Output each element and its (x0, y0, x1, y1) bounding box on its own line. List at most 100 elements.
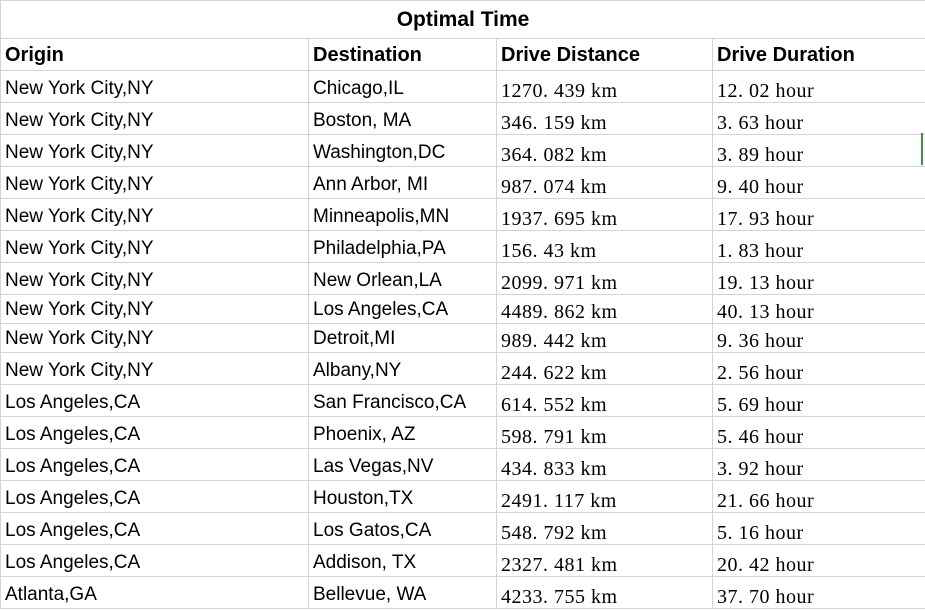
duration-cell[interactable]: 3. 89 hour (711, 134, 925, 167)
distance-cell[interactable]: 244. 622 km (496, 352, 713, 385)
destination-cell[interactable]: Phoenix, AZ (308, 416, 497, 449)
destination-cell[interactable]: Albany,NY (308, 352, 497, 385)
origin-cell[interactable]: Los Angeles,CA (0, 480, 309, 513)
duration-cell[interactable]: 1. 83 hour (711, 230, 925, 263)
duration-cell[interactable]: 5. 46 hour (711, 416, 925, 449)
destination-cell[interactable]: Chicago,IL (308, 70, 497, 103)
distance-cell[interactable]: 434. 833 km (496, 448, 713, 481)
distance-cell-value: 598. 791 km (501, 426, 608, 448)
distance-cell[interactable]: 598. 791 km (496, 416, 713, 449)
duration-cell[interactable]: 21. 66 hour (711, 480, 925, 513)
distance-cell-value: 989. 442 km (501, 330, 608, 352)
duration-cell[interactable]: 3. 92 hour (711, 448, 925, 481)
table-row: New York City,NY Los Angeles,CA 4489. 862 … (0, 294, 925, 324)
distance-cell[interactable]: 156. 43 km (496, 230, 713, 263)
destination-cell[interactable]: Bellevue, WA (308, 576, 497, 609)
table-title[interactable]: Optimal Time (0, 0, 925, 39)
origin-cell[interactable]: New York City,NY (0, 352, 309, 385)
duration-cell[interactable]: 9. 40 hour (711, 166, 925, 199)
origin-cell[interactable]: New York City,NY (0, 323, 309, 353)
destination-cell[interactable]: Washington,DC (308, 134, 497, 167)
table-row: New York City,NY Boston, MA 346. 159 km 3. … (0, 102, 925, 135)
table-row: Los Angeles,CA Los Gatos,CA 548. 792 km 5. … (0, 512, 925, 545)
distance-cell[interactable]: 4489. 862 km (496, 294, 713, 324)
duration-cell-value: 40. 13 hour (717, 301, 815, 323)
header-drive-duration[interactable]: Drive Duration (711, 38, 925, 71)
cell-selection-marker (921, 133, 923, 165)
distance-cell[interactable]: 2099. 971 km (496, 262, 713, 295)
duration-cell-value: 37. 70 hour (717, 586, 815, 608)
destination-cell[interactable]: Ann Arbor, MI (308, 166, 497, 199)
destination-cell[interactable]: Philadelphia,PA (308, 230, 497, 263)
duration-cell-value: 20. 42 hour (717, 554, 815, 576)
header-drive-distance[interactable]: Drive Distance (496, 38, 713, 71)
distance-cell-value: 156. 43 km (501, 240, 597, 262)
origin-cell[interactable]: Los Angeles,CA (0, 416, 309, 449)
duration-cell[interactable]: 17. 93 hour (711, 198, 925, 231)
duration-cell-value: 21. 66 hour (717, 490, 815, 512)
distance-cell[interactable]: 2327. 481 km (496, 544, 713, 577)
origin-cell[interactable]: Los Angeles,CA (0, 512, 309, 545)
origin-cell[interactable]: New York City,NY (0, 230, 309, 263)
duration-cell[interactable]: 2. 56 hour (711, 352, 925, 385)
duration-cell-value: 5. 46 hour (717, 426, 804, 448)
duration-cell[interactable]: 9. 36 hour (711, 323, 925, 353)
origin-cell[interactable]: New York City,NY (0, 262, 309, 295)
distance-cell[interactable]: 989. 442 km (496, 323, 713, 353)
distance-cell-value: 2327. 481 km (501, 554, 618, 576)
header-row: Origin Destination Drive Distance Drive … (0, 38, 925, 71)
destination-cell[interactable]: San Francisco,CA (308, 384, 497, 417)
destination-cell[interactable]: Addison, TX (308, 544, 497, 577)
origin-cell[interactable]: Los Angeles,CA (0, 384, 309, 417)
distance-cell[interactable]: 346. 159 km (496, 102, 713, 135)
destination-cell[interactable]: Boston, MA (308, 102, 497, 135)
distance-cell[interactable]: 4233. 755 km (496, 576, 713, 609)
duration-cell[interactable]: 12. 02 hour (711, 70, 925, 103)
duration-cell[interactable]: 5. 16 hour (711, 512, 925, 545)
duration-cell[interactable]: 40. 13 hour (711, 294, 925, 324)
distance-cell-value: 4489. 862 km (501, 301, 618, 323)
destination-cell[interactable]: Minneapolis,MN (308, 198, 497, 231)
table-row: New York City,NY Detroit,MI 989. 442 km 9. … (0, 323, 925, 353)
destination-cell[interactable]: Los Angeles,CA (308, 294, 497, 324)
duration-cell[interactable]: 20. 42 hour (711, 544, 925, 577)
origin-cell[interactable]: New York City,NY (0, 102, 309, 135)
distance-cell[interactable]: 364. 082 km (496, 134, 713, 167)
destination-cell[interactable]: Detroit,MI (308, 323, 497, 353)
table-row: Los Angeles,CA Phoenix, AZ 598. 791 km 5. 4… (0, 416, 925, 449)
destination-cell[interactable]: Houston,TX (308, 480, 497, 513)
duration-cell[interactable]: 19. 13 hour (711, 262, 925, 295)
destination-cell[interactable]: Los Gatos,CA (308, 512, 497, 545)
table-row: New York City,NY Ann Arbor, MI 987. 074 km… (0, 166, 925, 199)
destination-cell[interactable]: Las Vegas,NV (308, 448, 497, 481)
origin-cell[interactable]: New York City,NY (0, 166, 309, 199)
distance-cell-value: 987. 074 km (501, 176, 608, 198)
table-row: Los Angeles,CA Las Vegas,NV 434. 833 km 3. … (0, 448, 925, 481)
origin-cell[interactable]: New York City,NY (0, 70, 309, 103)
distance-cell[interactable]: 614. 552 km (496, 384, 713, 417)
duration-cell-value: 3. 63 hour (717, 112, 804, 134)
distance-cell[interactable]: 1937. 695 km (496, 198, 713, 231)
distance-cell[interactable]: 987. 074 km (496, 166, 713, 199)
distance-cell-value: 548. 792 km (501, 522, 608, 544)
origin-cell[interactable]: Los Angeles,CA (0, 448, 309, 481)
origin-cell[interactable]: New York City,NY (0, 134, 309, 167)
header-destination[interactable]: Destination (308, 38, 497, 71)
distance-cell-value: 2099. 971 km (501, 272, 618, 294)
distance-cell-value: 4233. 755 km (501, 586, 618, 608)
distance-cell[interactable]: 2491. 117 km (496, 480, 713, 513)
destination-cell[interactable]: New Orlean,LA (308, 262, 497, 295)
origin-cell[interactable]: Atlanta,GA (0, 576, 309, 609)
duration-cell[interactable]: 5. 69 hour (711, 384, 925, 417)
origin-cell[interactable]: Los Angeles,CA (0, 544, 309, 577)
distance-cell[interactable]: 1270. 439 km (496, 70, 713, 103)
duration-cell-value: 5. 69 hour (717, 394, 804, 416)
duration-cell[interactable]: 3. 63 hour (711, 102, 925, 135)
duration-cell[interactable]: 37. 70 hour (711, 576, 925, 609)
origin-cell[interactable]: New York City,NY (0, 294, 309, 324)
distance-cell-value: 1270. 439 km (501, 80, 618, 102)
origin-cell[interactable]: New York City,NY (0, 198, 309, 231)
header-origin[interactable]: Origin (0, 38, 309, 71)
distance-cell[interactable]: 548. 792 km (496, 512, 713, 545)
